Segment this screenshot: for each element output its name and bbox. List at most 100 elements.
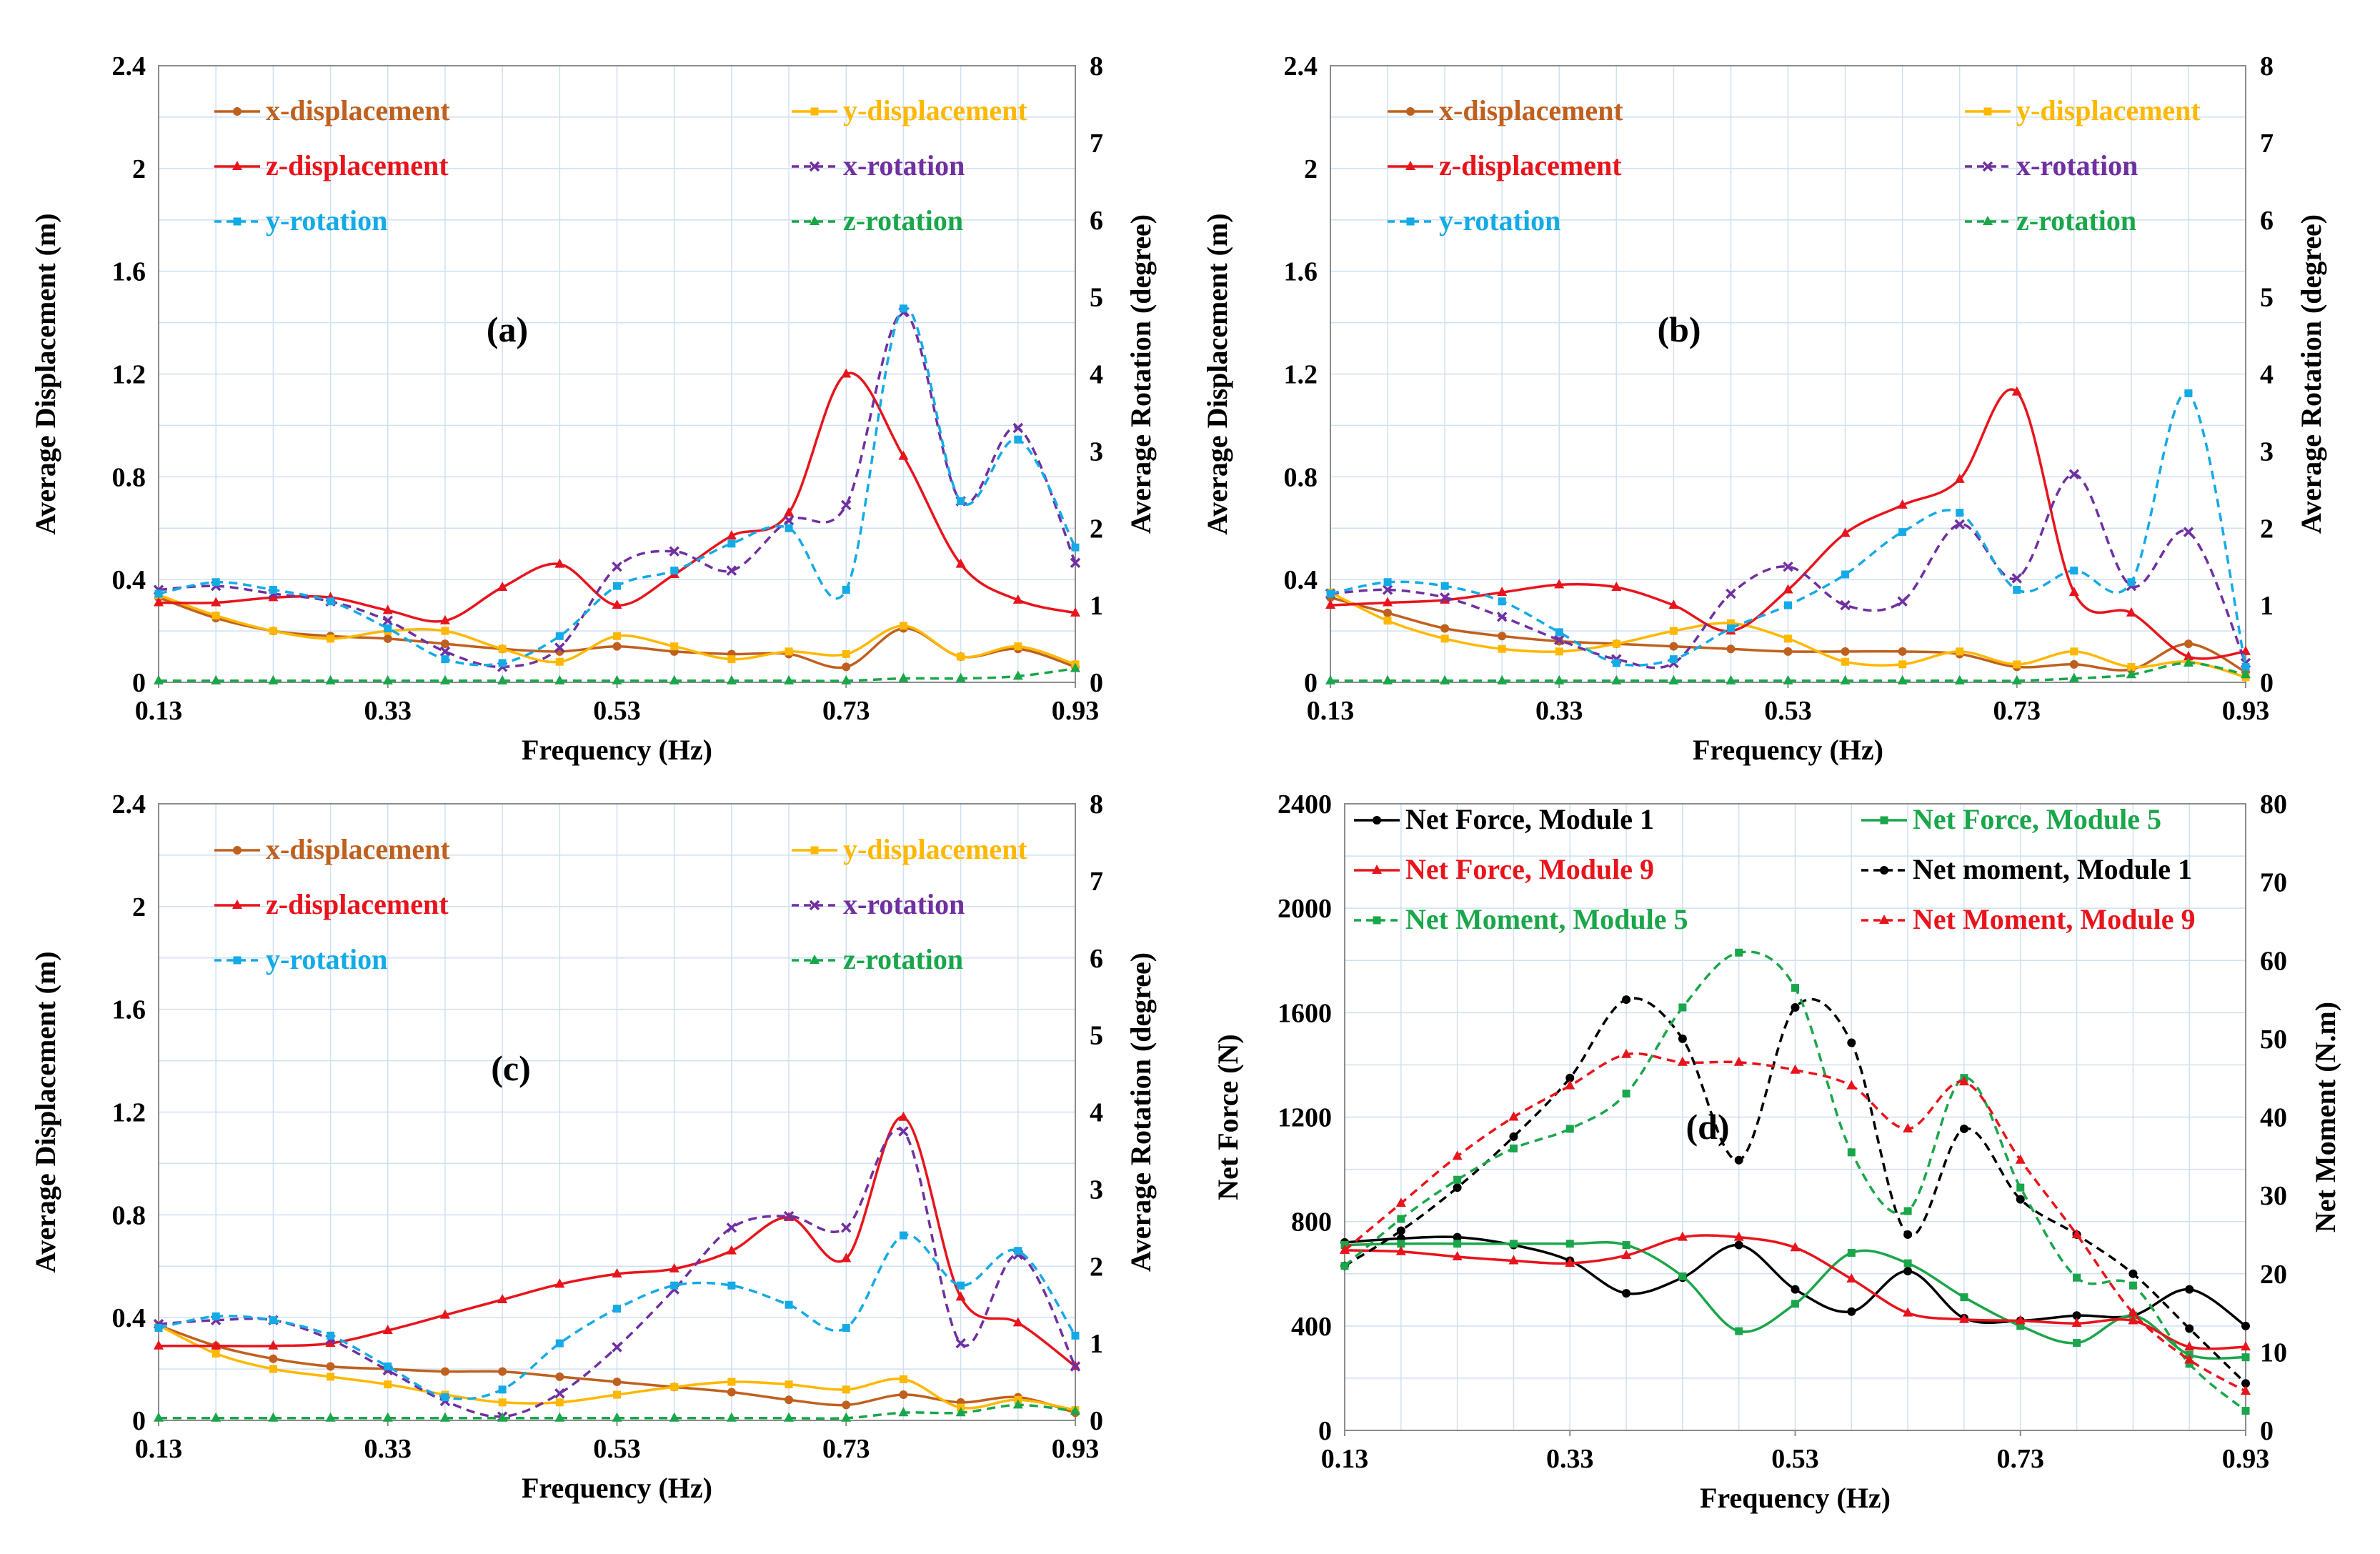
legend: x-displacement y-displacement z-displaceme… xyxy=(214,94,1027,236)
data-point xyxy=(2184,1354,2195,1364)
data-point xyxy=(1783,561,1793,572)
legend: x-displacement y-displacement z-displaceme… xyxy=(1388,94,2201,236)
data-point xyxy=(1612,659,1620,667)
data-point xyxy=(2071,1228,2082,1238)
data-point xyxy=(2185,1285,2194,1294)
data-point xyxy=(1611,581,1622,591)
data-point xyxy=(1791,1285,1800,1294)
data-point xyxy=(726,674,737,684)
series-z-rotation xyxy=(154,1399,1080,1422)
data-point xyxy=(2068,672,2079,682)
panel-label: (d) xyxy=(1686,1107,1729,1147)
legend: Net Force, Module 1 Net Force, Module 5 Ne… xyxy=(1354,803,2195,935)
data-point xyxy=(555,1398,564,1407)
legend-label: y-rotation xyxy=(266,943,387,975)
data-point xyxy=(382,1412,393,1422)
data-point xyxy=(1497,587,1508,597)
data-point xyxy=(784,674,795,684)
legend-marker xyxy=(1406,107,1415,116)
data-point xyxy=(1954,473,1965,483)
data-point xyxy=(154,589,163,598)
data-point xyxy=(1840,527,1851,537)
data-point xyxy=(439,1412,450,1422)
data-point xyxy=(2070,647,2078,656)
legend-marker xyxy=(1373,816,1381,825)
data-point xyxy=(497,581,508,591)
data-point xyxy=(955,558,966,568)
x-tick-label: 0.93 xyxy=(1052,1434,1100,1464)
data-point xyxy=(325,1338,336,1348)
data-point xyxy=(670,642,679,651)
data-point xyxy=(1396,1226,1405,1235)
data-point xyxy=(1846,1080,1857,1090)
data-point xyxy=(1621,1250,1632,1260)
data-point xyxy=(669,1412,679,1422)
data-point xyxy=(841,674,852,684)
data-point xyxy=(785,524,793,532)
data-point xyxy=(2128,1269,2138,1278)
data-point xyxy=(1958,1076,1969,1086)
data-point xyxy=(1071,1331,1080,1340)
data-point xyxy=(1790,1242,1801,1252)
data-point xyxy=(1897,596,1908,607)
data-point xyxy=(783,1210,795,1222)
x-tick-label: 0.33 xyxy=(364,696,412,726)
data-point xyxy=(154,1412,164,1422)
legend-label: y-displacement xyxy=(843,94,1027,126)
data-point xyxy=(2073,1339,2081,1348)
data-point xyxy=(1325,674,1335,684)
x-tick-label: 0.53 xyxy=(593,696,641,726)
data-point xyxy=(841,1252,852,1262)
series-z-rotation xyxy=(1325,657,2251,684)
legend-label: Net Force, Module 9 xyxy=(1405,853,1654,885)
data-point xyxy=(2127,662,2136,671)
data-point xyxy=(841,499,852,511)
legend-item: Net moment, Module 1 xyxy=(1861,853,2192,885)
data-point xyxy=(2011,674,2022,684)
data-point xyxy=(1668,674,1679,684)
data-point xyxy=(2185,1360,2194,1368)
data-point xyxy=(613,632,621,640)
data-point xyxy=(384,624,392,632)
data-point xyxy=(1509,1144,1518,1152)
data-point xyxy=(669,1262,679,1272)
y2-tick-label: 70 xyxy=(2260,868,2287,898)
y2-tick-label: 2 xyxy=(1090,1252,1103,1282)
data-point xyxy=(1565,1240,1574,1248)
legend-marker xyxy=(1372,865,1382,874)
data-point xyxy=(2241,669,2251,679)
data-point xyxy=(1898,660,1907,669)
data-point xyxy=(727,655,736,664)
legend: x-displacement y-displacement z-displaceme… xyxy=(214,833,1027,975)
data-point xyxy=(1452,1150,1463,1160)
data-point xyxy=(898,672,909,682)
data-point xyxy=(2128,1307,2138,1317)
y2-tick-label: 1 xyxy=(1090,591,1103,621)
data-point xyxy=(612,642,622,651)
y2-tick-label: 0 xyxy=(1090,1406,1103,1436)
legend-label: x-displacement xyxy=(1439,94,1623,126)
series-z-rotation xyxy=(154,662,1080,684)
data-point xyxy=(1677,1056,1688,1066)
data-point xyxy=(1678,1272,1687,1280)
data-point xyxy=(441,627,449,635)
data-point xyxy=(1340,1262,1349,1270)
y-tick-label: 0.4 xyxy=(112,565,146,595)
data-point xyxy=(325,674,336,684)
data-point xyxy=(2241,645,2251,655)
data-point xyxy=(555,657,564,666)
legend-marker xyxy=(1406,217,1415,226)
series-line xyxy=(158,307,1077,667)
data-point xyxy=(1669,655,1678,664)
data-point xyxy=(1791,984,1799,992)
legend-item: y-rotation xyxy=(214,943,387,975)
legend-item: z-rotation xyxy=(1965,204,2136,236)
legend-marker xyxy=(810,107,819,116)
data-point xyxy=(955,1338,966,1349)
series-y-displacement xyxy=(1326,588,2250,682)
legend-label: y-displacement xyxy=(2016,94,2201,126)
y-tick-label: 1.2 xyxy=(112,1098,146,1128)
data-point xyxy=(2241,1321,2250,1330)
data-point xyxy=(1395,1245,1406,1255)
